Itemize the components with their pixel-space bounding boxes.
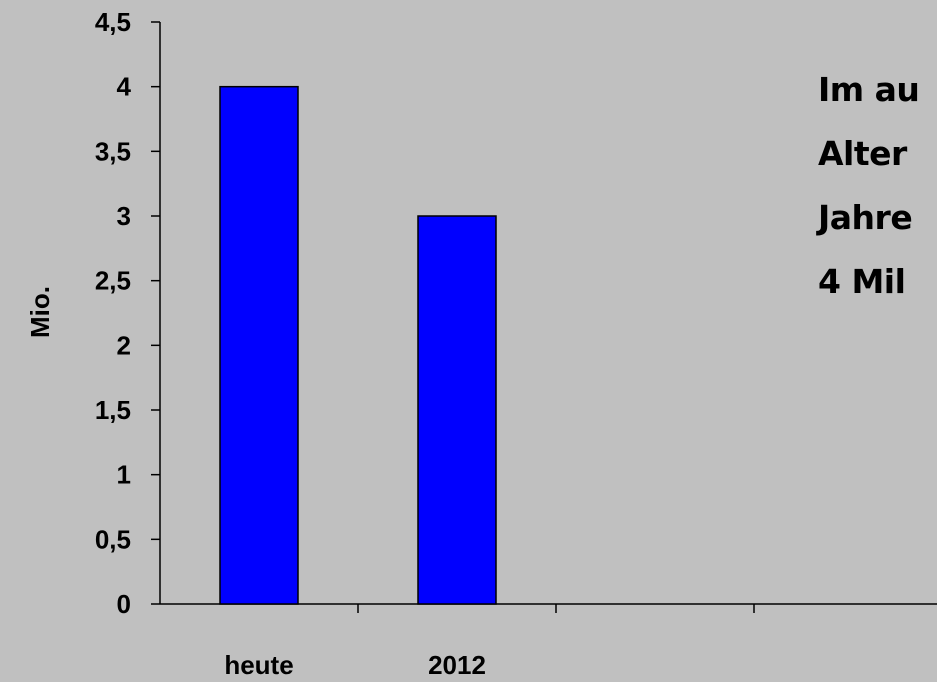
y-tick-label: 1 <box>117 460 131 490</box>
bars <box>219 85 497 605</box>
annotation-text: Im au Alter Jahre 4 Mil <box>818 58 937 314</box>
tick-labels: 0 0,5 1 1,5 2 2,5 3 3,5 4 4,5 heute 2012 <box>95 7 486 680</box>
annotation-line-4: 4 Mil <box>818 262 906 301</box>
annotation-line-1: Im au <box>818 70 920 109</box>
y-tick-label: 1,5 <box>95 395 131 425</box>
y-tick-label: 4 <box>117 72 132 102</box>
y-tick-label: 2,5 <box>95 266 131 296</box>
bar <box>219 85 299 605</box>
annotation-line-3: Jahre <box>818 198 913 237</box>
y-tick-label: 3 <box>117 201 131 231</box>
y-axis-label: Mio. <box>25 286 55 338</box>
x-tick-label: heute <box>224 650 293 680</box>
y-tick-label: 0,5 <box>95 524 131 554</box>
y-tick-label: 0 <box>117 589 131 619</box>
y-tick-label: 4,5 <box>95 7 131 37</box>
y-tick-label: 3,5 <box>95 136 131 166</box>
x-tick-label: 2012 <box>428 650 486 680</box>
y-tick-label: 2 <box>117 330 131 360</box>
bar <box>417 215 497 605</box>
annotation-line-2: Alter <box>818 134 907 173</box>
